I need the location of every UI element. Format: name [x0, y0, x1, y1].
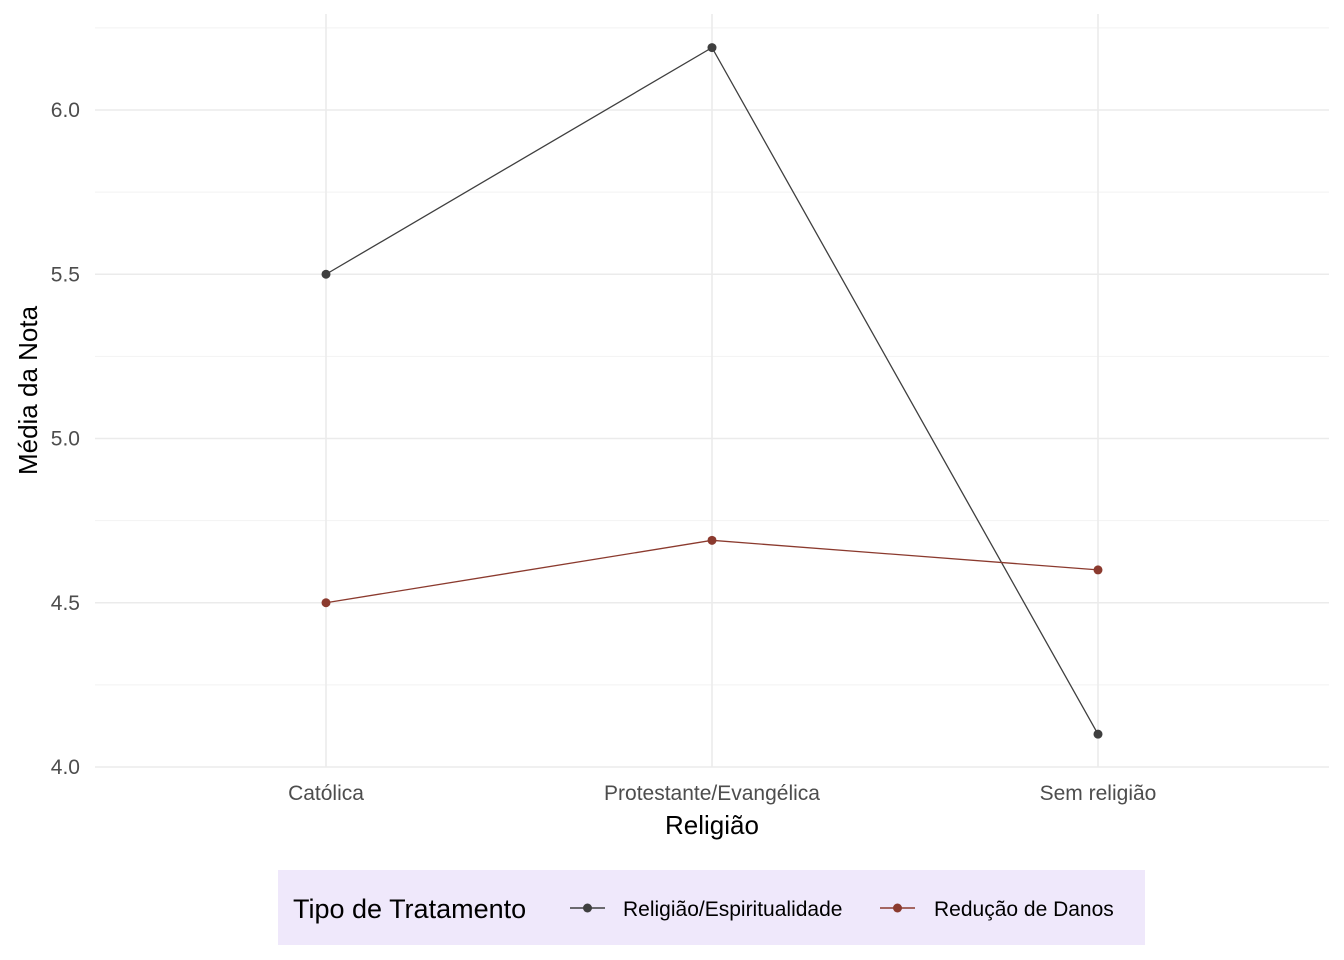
- x-tick-label: Sem religião: [1040, 782, 1157, 805]
- legend: Tipo de Tratamento Religião/Espiritualid…: [278, 870, 1145, 945]
- legend-background: [278, 870, 1145, 945]
- y-tick-label: 5.0: [51, 428, 80, 451]
- y-tick-label: 4.0: [51, 756, 80, 779]
- data-point: [321, 269, 331, 279]
- data-point: [321, 598, 331, 608]
- x-tick-label: Protestante/Evangélica: [604, 782, 820, 805]
- y-tick-labels: 4.0 4.5 5.0 5.5 6.0: [51, 99, 80, 779]
- data-point: [707, 535, 717, 545]
- legend-key-point: [893, 903, 902, 913]
- legend-title: Tipo de Tratamento: [293, 894, 526, 924]
- y-axis-title: Média da Nota: [13, 305, 43, 475]
- y-tick-label: 4.5: [51, 592, 80, 615]
- x-tick-label: Católica: [288, 782, 364, 805]
- y-tick-label: 6.0: [51, 99, 80, 122]
- x-tick-labels: Católica Protestante/Evangélica Sem religi…: [288, 782, 1156, 805]
- x-axis-title: Religião: [665, 810, 759, 840]
- data-point: [707, 43, 717, 53]
- legend-key-point: [583, 903, 592, 913]
- grid-lines: [95, 14, 1329, 768]
- series-lines: [321, 43, 1103, 739]
- legend-items: Religião/Espiritualidade Redução de Danos: [570, 898, 1114, 921]
- legend-label: Religião/Espiritualidade: [623, 898, 842, 921]
- legend-label: Redução de Danos: [934, 898, 1114, 921]
- y-tick-label: 5.5: [51, 263, 80, 286]
- data-point: [1093, 565, 1103, 575]
- data-point: [1093, 729, 1103, 739]
